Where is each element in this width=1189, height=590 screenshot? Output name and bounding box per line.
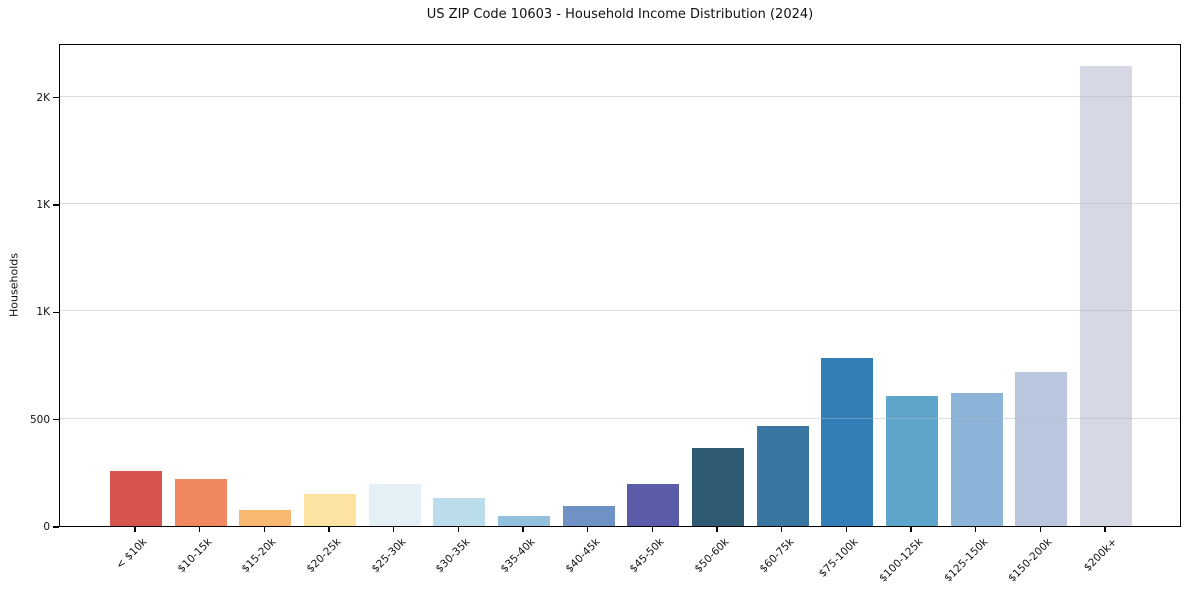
bar	[627, 483, 680, 526]
bar	[110, 470, 162, 526]
x-tick	[328, 527, 330, 532]
bar	[821, 357, 874, 526]
bar	[950, 392, 1003, 526]
x-tick	[1104, 527, 1106, 532]
y-tick	[53, 526, 59, 528]
x-tick	[457, 527, 459, 532]
bar	[756, 425, 809, 526]
x-tick	[393, 527, 395, 532]
x-tick	[651, 527, 653, 532]
bar	[1015, 371, 1068, 526]
y-tick-label: 500	[29, 413, 50, 426]
plot-area	[59, 44, 1181, 527]
bar	[433, 497, 486, 526]
x-tick-label: < $10k	[113, 536, 150, 572]
x-tick	[975, 527, 977, 532]
bar	[239, 510, 292, 526]
y-tick	[53, 97, 59, 99]
bar	[692, 448, 744, 526]
bar	[886, 395, 938, 526]
bar	[174, 478, 227, 526]
gridline	[60, 417, 1180, 419]
y-tick	[53, 204, 59, 206]
gridline	[60, 310, 1180, 312]
x-tick	[522, 527, 524, 532]
y-tick	[53, 419, 59, 421]
x-tick	[845, 527, 847, 532]
x-tick	[781, 527, 783, 532]
gridline	[60, 203, 1180, 204]
bar	[562, 506, 615, 526]
y-tick-label: 0	[43, 521, 50, 533]
gridline	[60, 95, 1180, 97]
y-tick	[53, 311, 59, 313]
chart-title: US ZIP Code 10603 - Household Income Dis…	[426, 7, 814, 22]
x-tick	[263, 527, 265, 532]
x-tick	[134, 527, 136, 532]
y-tick-label: 1K	[36, 306, 50, 319]
x-tick	[716, 527, 718, 532]
x-tick	[587, 527, 589, 532]
y-tick-label: 2K	[36, 91, 50, 104]
x-tick	[1039, 527, 1041, 532]
bar	[498, 515, 550, 526]
x-tick	[199, 527, 201, 532]
bar	[304, 493, 356, 526]
y-tick-label: 1K	[36, 199, 50, 211]
bar	[368, 483, 421, 526]
x-tick	[910, 527, 912, 532]
bar	[1080, 65, 1132, 526]
